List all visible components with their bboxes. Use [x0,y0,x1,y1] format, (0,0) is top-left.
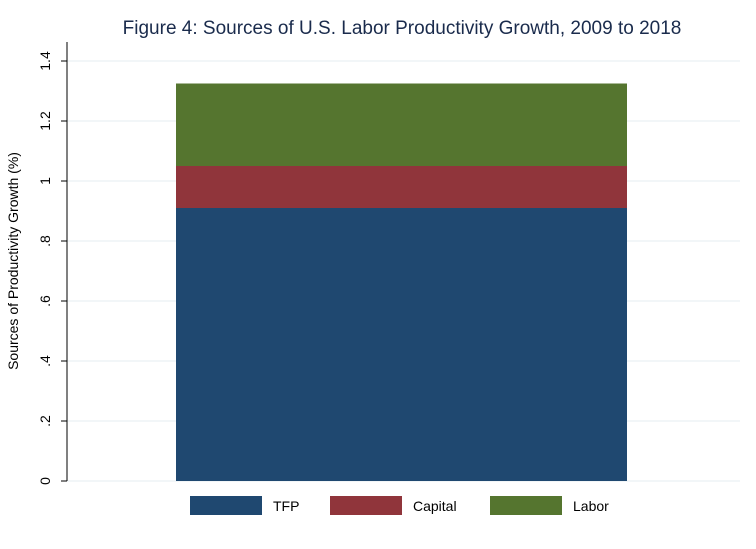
y-tick-label: .2 [37,415,53,427]
legend-label-tfp: TFP [273,498,299,514]
y-axis-label: Sources of Productivity Growth (%) [5,152,21,370]
y-tick-label: .6 [37,295,53,307]
y-tick-label: .4 [37,355,53,367]
bar-segment-tfp [176,208,627,481]
legend-label-capital: Capital [413,498,457,514]
y-tick-label: 0 [37,477,53,485]
y-tick-label: 1.4 [37,51,53,71]
y-tick-label: 1 [37,177,53,185]
bar-stack [176,83,627,481]
y-tick-label: 1.2 [37,111,53,131]
legend-label-labor: Labor [573,498,609,514]
bar-segment-labor [176,83,627,166]
legend-swatch-tfp [190,496,262,515]
y-axis-ticks: 0 .2 .4 .6 .8 1 1.2 1.4 [37,51,67,485]
bar-segment-capital [176,166,627,208]
y-tick-label: .8 [37,235,53,247]
legend-swatch-labor [490,496,562,515]
chart-title: Figure 4: Sources of U.S. Labor Producti… [123,18,682,39]
legend-swatch-capital [330,496,402,515]
legend: TFP Capital Labor [190,496,609,515]
